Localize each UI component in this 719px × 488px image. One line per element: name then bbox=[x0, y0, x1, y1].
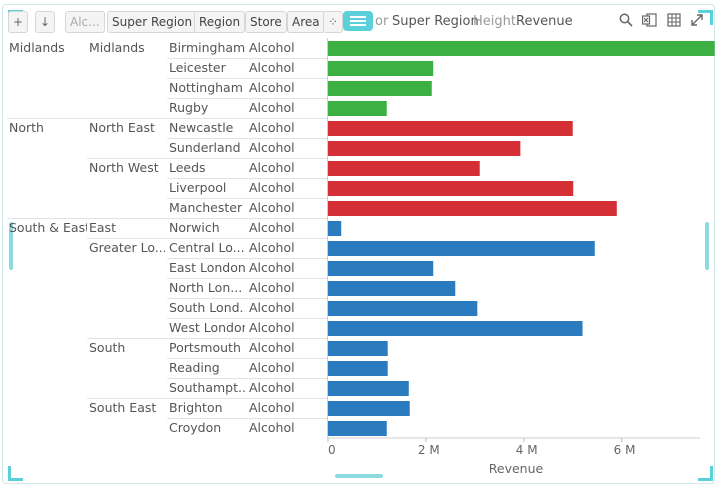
store-cell[interactable]: North Lon... bbox=[169, 280, 243, 295]
store-cell[interactable]: West London bbox=[169, 320, 245, 335]
resize-corner-bottom-left[interactable] bbox=[8, 466, 23, 481]
row-divider bbox=[167, 198, 327, 199]
excel-icon[interactable] bbox=[641, 13, 657, 31]
row-divider bbox=[7, 118, 327, 119]
color-value[interactable]: Super Region bbox=[392, 14, 479, 29]
row-divider bbox=[167, 278, 327, 279]
area-cell[interactable]: Alcohol bbox=[249, 280, 295, 295]
sort-icon[interactable]: ↓ bbox=[35, 11, 55, 33]
toolbar: + ↓ Alc... Super Region Region Store Are… bbox=[0, 10, 719, 34]
chart-panel-frame bbox=[2, 4, 715, 484]
area-cell[interactable]: Alcohol bbox=[249, 140, 295, 155]
store-cell[interactable]: Leicester bbox=[169, 60, 226, 75]
super-region-cell[interactable]: North bbox=[9, 120, 44, 135]
area-cell[interactable]: Alcohol bbox=[249, 120, 295, 135]
store-cell[interactable]: East London bbox=[169, 260, 245, 275]
row-divider bbox=[87, 338, 327, 339]
row-divider bbox=[167, 98, 327, 99]
expand-icon[interactable] bbox=[690, 13, 704, 31]
row-divider bbox=[167, 418, 327, 419]
area-cell[interactable]: Alcohol bbox=[249, 180, 295, 195]
area-cell[interactable]: Alcohol bbox=[249, 400, 295, 415]
row-divider bbox=[167, 358, 327, 359]
resize-handle-left[interactable] bbox=[9, 222, 13, 270]
region-cell[interactable]: Midlands bbox=[89, 40, 145, 55]
area-cell[interactable]: Alcohol bbox=[249, 60, 295, 75]
store-cell[interactable]: Manchester bbox=[169, 200, 243, 215]
resize-handle-bottom[interactable] bbox=[335, 474, 383, 478]
super-region-cell[interactable]: Midlands bbox=[9, 40, 65, 55]
row-divider bbox=[167, 258, 327, 259]
row-divider bbox=[167, 378, 327, 379]
store-cell[interactable]: Croydon bbox=[169, 420, 222, 435]
resize-corner-top-right[interactable] bbox=[698, 10, 713, 25]
breadcrumb-super-region[interactable]: Super Region bbox=[107, 11, 198, 33]
row-divider bbox=[167, 298, 327, 299]
area-cell[interactable]: Alcohol bbox=[249, 380, 295, 395]
row-divider bbox=[87, 158, 327, 159]
region-cell[interactable]: South East bbox=[89, 400, 157, 415]
row-divider bbox=[167, 318, 327, 319]
scatter-icon[interactable]: ⁘ bbox=[323, 11, 343, 33]
color-label: or bbox=[375, 14, 389, 29]
area-cell[interactable]: Alcohol bbox=[249, 260, 295, 275]
row-divider bbox=[167, 78, 327, 79]
resize-corner-bottom-right[interactable] bbox=[698, 466, 713, 481]
table-icon[interactable] bbox=[667, 13, 681, 31]
add-panel-icon[interactable]: + bbox=[8, 11, 28, 33]
region-cell[interactable]: South bbox=[89, 340, 126, 355]
region-cell[interactable]: Greater Lo... bbox=[89, 240, 165, 255]
row-divider bbox=[87, 398, 327, 399]
store-cell[interactable]: Leeds bbox=[169, 160, 206, 175]
search-icon[interactable] bbox=[619, 13, 633, 31]
area-cell[interactable]: Alcohol bbox=[249, 220, 295, 235]
area-cell[interactable]: Alcohol bbox=[249, 160, 295, 175]
store-cell[interactable]: Brighton bbox=[169, 400, 223, 415]
area-cell[interactable]: Alcohol bbox=[249, 200, 295, 215]
store-cell[interactable]: Birmingham bbox=[169, 40, 245, 55]
store-cell[interactable]: Rugby bbox=[169, 100, 209, 115]
area-cell[interactable]: Alcohol bbox=[249, 360, 295, 375]
resize-handle-right[interactable] bbox=[705, 222, 709, 270]
column-separator bbox=[327, 38, 328, 438]
row-divider bbox=[7, 218, 327, 219]
area-cell[interactable]: Alcohol bbox=[249, 40, 295, 55]
area-cell[interactable]: Alcohol bbox=[249, 320, 295, 335]
store-cell[interactable]: Sunderland bbox=[169, 140, 241, 155]
store-cell[interactable]: Nottingham bbox=[169, 80, 243, 95]
area-cell[interactable]: Alcohol bbox=[249, 300, 295, 315]
menu-icon[interactable] bbox=[343, 11, 373, 31]
super-region-cell[interactable]: South & East bbox=[9, 220, 87, 235]
area-cell[interactable]: Alcohol bbox=[249, 80, 295, 95]
breadcrumb-region[interactable]: Region bbox=[194, 11, 246, 33]
store-cell[interactable]: Portsmouth bbox=[169, 340, 241, 355]
store-cell[interactable]: Norwich bbox=[169, 220, 220, 235]
filter-chip[interactable]: Alc... bbox=[65, 11, 105, 33]
breadcrumb-area[interactable]: Area bbox=[287, 11, 325, 33]
height-label: Height bbox=[473, 14, 516, 29]
area-cell[interactable]: Alcohol bbox=[249, 100, 295, 115]
region-cell[interactable]: North East bbox=[89, 120, 155, 135]
store-cell[interactable]: South Lond... bbox=[169, 300, 245, 315]
store-cell[interactable]: Newcastle bbox=[169, 120, 234, 135]
area-cell[interactable]: Alcohol bbox=[249, 420, 295, 435]
row-divider bbox=[87, 238, 327, 239]
store-cell[interactable]: Central Lo... bbox=[169, 240, 245, 255]
breadcrumb-store[interactable]: Store bbox=[245, 11, 287, 33]
height-value[interactable]: Revenue bbox=[516, 14, 573, 29]
row-divider bbox=[167, 138, 327, 139]
region-cell[interactable]: East bbox=[89, 220, 116, 235]
row-divider bbox=[167, 58, 327, 59]
store-cell[interactable]: Liverpool bbox=[169, 180, 227, 195]
row-divider bbox=[167, 178, 327, 179]
area-cell[interactable]: Alcohol bbox=[249, 240, 295, 255]
store-cell[interactable]: Reading bbox=[169, 360, 220, 375]
store-cell[interactable]: Southampt... bbox=[169, 380, 245, 395]
area-cell[interactable]: Alcohol bbox=[249, 340, 295, 355]
region-cell[interactable]: North West bbox=[89, 160, 159, 175]
